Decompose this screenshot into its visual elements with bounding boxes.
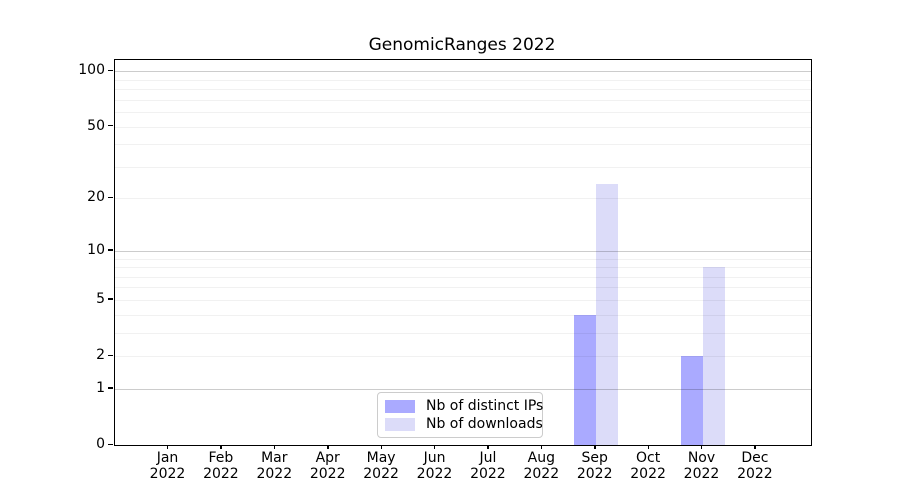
- grid-line: [115, 71, 811, 73]
- grid-line: [115, 258, 811, 260]
- x-tick-mark: [380, 445, 382, 449]
- x-tick-mark: [594, 445, 596, 449]
- x-tick-label: May 2022: [363, 450, 399, 482]
- x-tick-mark: [167, 445, 169, 449]
- plot-area: [114, 59, 812, 446]
- legend-item-distinct-ips: Nb of distinct IPs: [385, 398, 543, 414]
- x-tick-mark: [487, 445, 489, 449]
- grid-line: [115, 112, 811, 114]
- y-tick-label: 1: [96, 379, 105, 396]
- grid-line: [115, 89, 811, 91]
- x-tick-label: Jan 2022: [149, 450, 186, 482]
- bars-layer: [115, 60, 811, 445]
- downloads-swatch-icon: [385, 417, 415, 431]
- bar-downloads: [702, 267, 725, 445]
- y-tick-label: 50: [87, 117, 105, 134]
- y-tick-mark: [108, 354, 113, 356]
- y-tick-mark: [108, 69, 113, 72]
- x-tick-label: Oct 2022: [630, 450, 666, 482]
- grid-line: [115, 126, 811, 128]
- x-tick-mark: [220, 445, 222, 449]
- distinct-ips-swatch-icon: [385, 399, 415, 413]
- bar-distinct-ips: [680, 356, 703, 445]
- grid-line: [115, 79, 811, 81]
- x-tick-mark: [647, 445, 649, 449]
- x-tick-label: Mar 2022: [256, 450, 293, 482]
- x-tick-label: Jul 2022: [470, 450, 506, 482]
- y-tick-label: 0: [96, 436, 105, 452]
- x-tick-mark: [273, 445, 276, 449]
- x-tick-label: Aug 2022: [523, 450, 560, 482]
- y-tick-label: 10: [87, 241, 105, 258]
- grid-line: [115, 314, 811, 316]
- legend-item-downloads: Nb of downloads: [385, 416, 543, 432]
- grid-line: [115, 299, 811, 301]
- x-tick-label: Sep 2022: [576, 450, 613, 482]
- x-tick-label: Apr 2022: [309, 450, 346, 482]
- x-tick-label: Nov 2022: [683, 450, 720, 482]
- grid-line: [115, 250, 811, 252]
- grid-line: [115, 332, 811, 334]
- x-tick-label: Feb 2022: [203, 450, 239, 482]
- y-tick-mark: [108, 125, 113, 127]
- x-tick-mark: [434, 445, 436, 449]
- grid-line: [115, 267, 811, 269]
- y-tick-label: 2: [96, 347, 105, 364]
- grid-line: [115, 198, 811, 200]
- bar-downloads: [595, 184, 618, 445]
- x-tick-mark: [701, 445, 703, 449]
- x-tick-label: Dec 2022: [737, 450, 773, 482]
- grid-line: [115, 166, 811, 168]
- y-tick-label: 100: [78, 62, 105, 79]
- x-tick-label: Jun 2022: [416, 450, 453, 482]
- grid-line: [115, 99, 811, 101]
- y-tick-label: 5: [96, 290, 105, 307]
- x-tick-mark: [540, 445, 543, 449]
- y-tick-label: 20: [87, 189, 105, 206]
- grid-line: [115, 388, 811, 390]
- bar-distinct-ips: [573, 314, 596, 445]
- x-tick-mark: [327, 445, 329, 449]
- x-tick-mark: [754, 445, 756, 449]
- legend-label-downloads: Nb of downloads: [426, 416, 543, 432]
- y-tick-mark: [108, 443, 113, 445]
- grid-line: [115, 144, 811, 146]
- y-tick-mark: [108, 387, 113, 389]
- grid-line: [115, 356, 811, 358]
- legend: Nb of distinct IPs Nb of downloads: [377, 392, 543, 438]
- y-tick-mark: [108, 196, 113, 199]
- legend-label-distinct-ips: Nb of distinct IPs: [426, 398, 544, 414]
- grid-layer: [115, 60, 811, 445]
- y-tick-mark: [108, 249, 113, 251]
- chart-title: GenomicRanges 2022: [368, 35, 556, 55]
- grid-line: [115, 276, 811, 278]
- y-tick-mark: [108, 298, 113, 300]
- grid-line: [115, 287, 811, 289]
